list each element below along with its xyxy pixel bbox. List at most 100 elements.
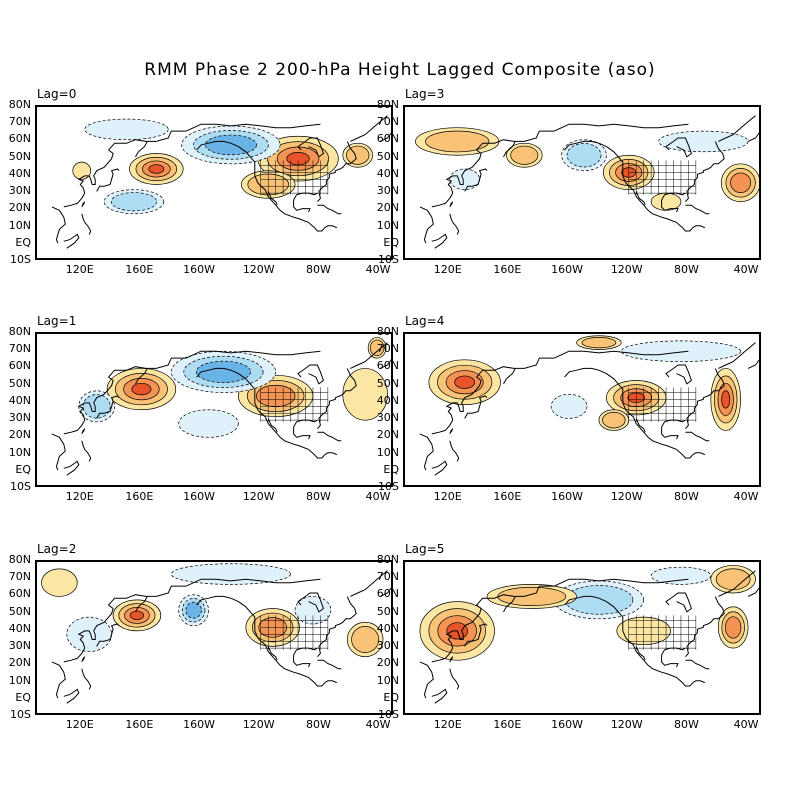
lat-tick-label: 30N	[376, 639, 399, 653]
lat-tick-label: 60N	[8, 587, 31, 601]
lat-tick-label: 80N	[8, 98, 31, 111]
lon-tick-label: 80W	[305, 490, 331, 503]
lat-tick-label: 20N	[8, 428, 31, 442]
lat-tick-label: 10S	[10, 253, 31, 266]
positive-anomaly	[257, 135, 339, 182]
coastlines	[51, 342, 391, 476]
map-canvas	[41, 563, 391, 704]
map-panel	[403, 560, 761, 715]
positive-anomaly	[486, 584, 577, 609]
lat-tick-label: 80N	[376, 325, 399, 338]
positive-anomaly	[346, 621, 384, 658]
lon-tick-label: 120W	[242, 490, 275, 503]
map-panel	[403, 105, 761, 260]
positive-anomaly	[650, 192, 682, 211]
map-panel	[35, 332, 393, 487]
lon-tick-label: 80W	[305, 263, 331, 276]
lat-tick-label: 20N	[8, 656, 31, 670]
lat-tick-label: 10N	[8, 218, 31, 232]
lon-tick-label: 160W	[183, 490, 216, 503]
lat-tick-label: 40N	[8, 621, 31, 635]
lat-tick-label: EQ	[15, 235, 31, 249]
lat-tick-label: 30N	[8, 639, 31, 653]
positive-anomaly	[129, 153, 184, 185]
lon-tick-label: 160W	[551, 490, 584, 503]
lon-tick-label: 160E	[125, 718, 154, 731]
negative-anomaly	[561, 139, 607, 172]
lon-tick-label: 160W	[183, 718, 216, 731]
lat-tick-label: 40N	[376, 621, 399, 635]
lat-tick-label: 80N	[376, 98, 399, 111]
map-canvas	[419, 335, 759, 476]
lat-tick-label: 10S	[10, 708, 31, 721]
negative-anomaly	[449, 168, 480, 191]
lat-tick-label: 10S	[378, 480, 399, 493]
lat-tick-label: 40N	[8, 393, 31, 407]
coastlines	[419, 342, 759, 476]
map-panel	[35, 560, 393, 715]
lat-tick-label: 40N	[8, 166, 31, 180]
lat-tick-label: 50N	[376, 604, 399, 618]
lon-tick-label: 120W	[610, 718, 643, 731]
lon-tick-label: 120E	[433, 490, 462, 503]
lon-tick-label: 160E	[125, 263, 154, 276]
lat-tick-label: 30N	[376, 411, 399, 425]
lat-tick-label: 10S	[10, 480, 31, 493]
lon-tick-label: 40W	[365, 718, 391, 731]
negative-anomaly	[170, 350, 277, 393]
lag-label: Lag=2	[37, 542, 77, 556]
negative-anomaly	[620, 340, 741, 362]
lon-tick-label: 120W	[242, 263, 275, 276]
lat-tick-label: 10S	[378, 253, 399, 266]
lat-tick-label: 30N	[376, 184, 399, 198]
positive-anomaly	[710, 565, 756, 594]
negative-anomaly	[553, 580, 645, 620]
lat-tick-label: 80N	[8, 325, 31, 338]
positive-anomaly	[367, 337, 387, 359]
lat-tick-label: 10S	[378, 708, 399, 721]
lon-tick-label: 120E	[65, 718, 94, 731]
lat-tick-label: 20N	[376, 201, 399, 215]
lat-tick-label: 50N	[8, 604, 31, 618]
negative-anomaly	[178, 409, 239, 438]
positive-anomaly	[112, 599, 162, 632]
lat-tick-label: 60N	[8, 132, 31, 146]
coastlines	[51, 115, 391, 249]
lat-tick-label: 30N	[8, 184, 31, 198]
map-canvas	[419, 565, 759, 704]
lat-tick-label: 50N	[376, 376, 399, 390]
lat-tick-label: 20N	[376, 428, 399, 442]
lat-tick-label: 60N	[376, 587, 399, 601]
lat-tick-label: 10N	[376, 445, 399, 459]
lat-tick-label: 20N	[376, 656, 399, 670]
positive-anomaly	[576, 335, 622, 350]
lag-label: Lag=1	[37, 314, 77, 328]
lon-tick-label: 40W	[733, 263, 759, 276]
lat-tick-label: 80N	[8, 553, 31, 566]
lon-tick-label: 120E	[433, 718, 462, 731]
negative-anomaly	[181, 125, 281, 165]
lon-tick-label: 160E	[125, 490, 154, 503]
lon-tick-label: 40W	[365, 490, 391, 503]
positive-anomaly	[710, 368, 741, 431]
lat-tick-label: EQ	[15, 690, 31, 704]
negative-anomaly	[550, 393, 588, 419]
negative-anomaly	[84, 118, 169, 141]
map-panel	[35, 105, 393, 260]
lon-tick-label: 120W	[610, 263, 643, 276]
negative-anomaly	[650, 566, 712, 585]
lat-tick-label: 70N	[8, 115, 31, 129]
lat-tick-label: 30N	[8, 411, 31, 425]
us-state-lines	[628, 160, 697, 195]
positive-anomaly	[598, 409, 630, 431]
lon-tick-label: 120E	[65, 490, 94, 503]
positive-anomaly	[41, 568, 78, 597]
lag-label: Lag=0	[37, 87, 77, 101]
lon-tick-label: 160W	[183, 263, 216, 276]
lat-tick-label: 60N	[376, 132, 399, 146]
lag-label: Lag=5	[405, 542, 445, 556]
negative-anomaly	[178, 594, 209, 627]
lat-tick-label: 50N	[8, 376, 31, 390]
map-canvas	[51, 337, 391, 476]
lat-tick-label: EQ	[383, 462, 399, 476]
